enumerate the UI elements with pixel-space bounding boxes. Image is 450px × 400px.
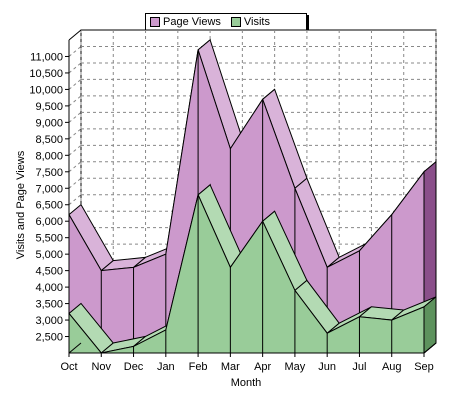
grid-line-depth: [68, 161, 82, 173]
y-tick-label: 6,500: [35, 200, 63, 212]
y-tick-label: 2,500: [35, 332, 63, 344]
y-tick-label: 10,000: [29, 84, 63, 96]
x-tick-label: Jun: [318, 361, 336, 373]
y-tick-label: 5,500: [35, 233, 63, 245]
grid-line-depth: [68, 46, 82, 57]
x-tick-label: Dec: [124, 361, 144, 373]
x-axis-label: Month: [231, 377, 262, 389]
x-tick-label: Jul: [352, 361, 366, 373]
grid-line-depth: [68, 95, 82, 107]
grid-line-depth: [68, 144, 82, 156]
x-tick-label: Jan: [157, 361, 175, 373]
y-tick-label: 4,500: [35, 266, 63, 278]
top-depth-edge: [68, 29, 82, 41]
x-tick-label: May: [285, 361, 306, 373]
y-tick-label: 7,000: [35, 183, 63, 195]
y-tick-label: 4,000: [35, 282, 63, 294]
y-axis-label: Visits and Page Views: [15, 150, 27, 259]
y-tick-label: 8,500: [35, 134, 63, 146]
legend-label-visits: Visits: [243, 16, 270, 28]
legend-item-visits: Visits: [230, 16, 270, 28]
grid-line-depth: [68, 111, 82, 123]
y-tick-label: 5,000: [35, 249, 63, 261]
legend-label-page-views: Page Views: [163, 16, 221, 28]
axis-layer: 2,500 3,000 3,500 4,000 4,500 5,000 5,500 6,000…: [29, 29, 437, 373]
grid-line-depth: [68, 62, 82, 74]
x-tick-label: Nov: [91, 361, 111, 373]
grid-line-depth: [68, 194, 82, 206]
y-tick-label: 8,000: [35, 150, 63, 162]
y-tick-label: 11,000: [30, 51, 63, 63]
x-tick-label: Sep: [414, 361, 434, 373]
x-tick-label: Aug: [382, 361, 402, 373]
grid-line-depth: [68, 79, 82, 90]
floor-depth-edge: [68, 342, 82, 354]
x-tick-label: Mar: [221, 361, 240, 373]
y-tick-label: 6,000: [35, 216, 63, 228]
y-tick-label: 9,000: [35, 117, 63, 129]
y-tick-label: 10,500: [29, 68, 63, 80]
legend-item-page-views: Page Views: [150, 16, 221, 28]
y-tick-label: 3,500: [35, 299, 63, 311]
y-tick-label: 7,500: [35, 167, 63, 179]
x-tick-label: Oct: [60, 361, 77, 373]
legend-swatch-visits: [230, 17, 241, 27]
area-layer: [68, 38, 437, 355]
x-tick-label: Feb: [189, 361, 208, 373]
legend-swatch-page-views: [150, 17, 160, 27]
x-tick-label: Apr: [254, 361, 271, 373]
y-tick-label: 9,500: [35, 101, 63, 113]
floor-depth-edge-right: [423, 342, 437, 354]
grid-line-depth: [68, 177, 82, 189]
y-tick-label: 3,000: [35, 315, 63, 327]
grid-line-depth: [68, 128, 82, 140]
